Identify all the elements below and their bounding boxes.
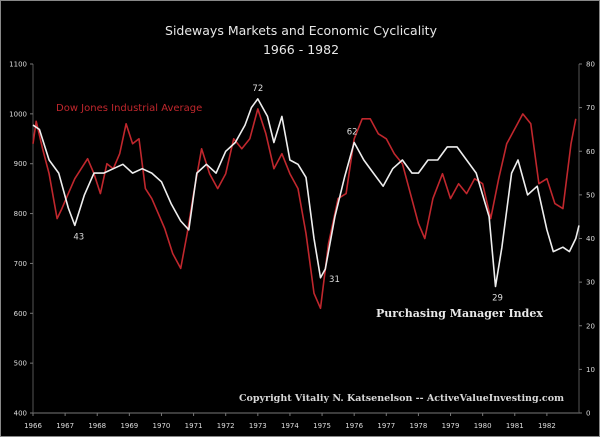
x-tick-label: 1974 <box>281 422 299 430</box>
left-y-tick-label: 500 <box>14 360 27 368</box>
right-y-tick-label: 0 <box>586 410 590 418</box>
pmi-annotation-31: 31 <box>329 275 340 285</box>
right-y-tick-label: 40 <box>586 235 595 243</box>
left-y-tick-label: 700 <box>14 260 27 268</box>
x-tick-label: 1972 <box>217 422 235 430</box>
x-tick-label: 1978 <box>409 422 427 430</box>
x-tick-label: 1975 <box>313 422 331 430</box>
left-y-tick-label: 1100 <box>9 61 27 69</box>
dow-series-label: Dow Jones Industrial Average <box>56 103 202 114</box>
left-y-tick-label: 400 <box>14 410 27 418</box>
left-y-tick-label: 800 <box>14 210 27 218</box>
left-y-tick-label: 1000 <box>9 110 27 118</box>
right-y-tick-label: 10 <box>586 366 595 374</box>
pmi-series-label: Purchasing Manager Index <box>376 307 543 320</box>
x-tick-label: 1967 <box>56 422 74 430</box>
chart-title: Sideways Markets and Economic Cyclicalit… <box>165 23 438 38</box>
left-y-tick-label: 900 <box>14 160 27 168</box>
x-tick-label: 1980 <box>474 422 492 430</box>
dow-jones-line <box>32 108 577 310</box>
x-tick-label: 1971 <box>185 422 203 430</box>
x-tick-label: 1979 <box>442 422 460 430</box>
left-y-tick-label: 600 <box>14 310 27 318</box>
x-tick-label: 1982 <box>538 422 556 430</box>
x-tick-label: 1969 <box>120 422 138 430</box>
pmi-annotation-62: 62 <box>347 128 358 138</box>
right-y-tick-label: 60 <box>586 148 595 156</box>
right-y-tick-label: 30 <box>586 279 595 287</box>
x-tick-label: 1981 <box>506 422 524 430</box>
right-y-tick-label: 20 <box>586 322 595 330</box>
chart-subtitle: 1966 - 1982 <box>263 42 339 57</box>
x-tick-label: 1968 <box>88 422 106 430</box>
pmi-line <box>32 98 580 288</box>
pmi-annotation-72: 72 <box>252 84 263 94</box>
x-tick-label: 1977 <box>377 422 395 430</box>
pmi-annotation-43: 43 <box>73 232 84 242</box>
pmi-annotation-29: 29 <box>492 293 503 303</box>
copyright-text: Copyright Vitaliy N. Katsenelson -- Acti… <box>239 393 564 404</box>
x-tick-label: 1966 <box>24 422 42 430</box>
right-y-tick-label: 70 <box>586 104 595 112</box>
x-tick-label: 1973 <box>249 422 267 430</box>
x-tick-label: 1970 <box>153 422 171 430</box>
x-tick-label: 1976 <box>345 422 363 430</box>
right-y-tick-label: 50 <box>586 191 595 199</box>
right-y-tick-label: 80 <box>586 61 595 69</box>
